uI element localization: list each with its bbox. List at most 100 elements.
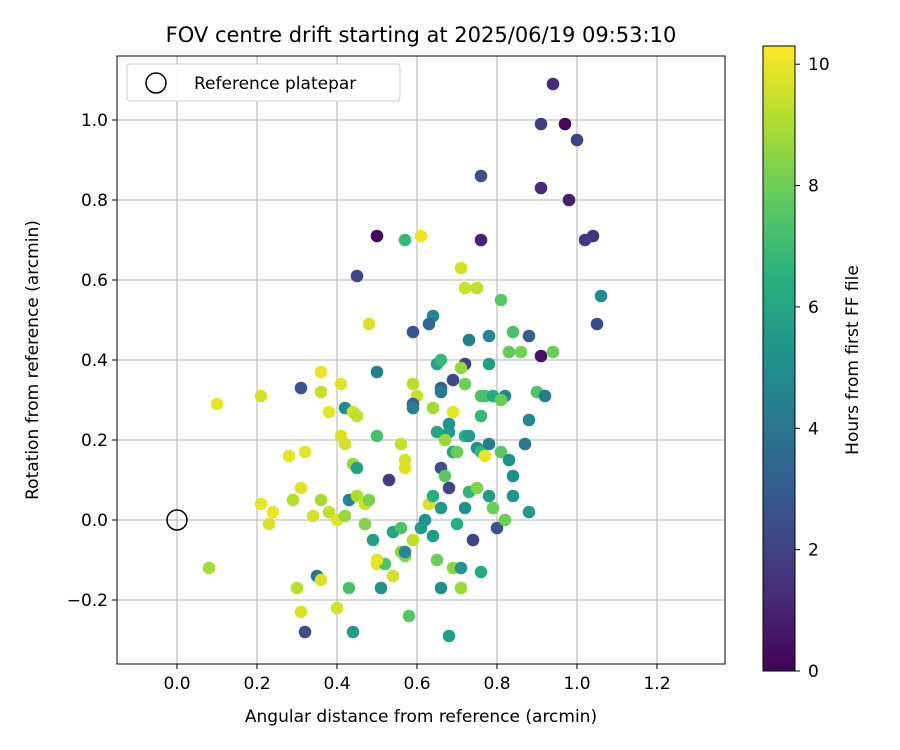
scatter-point <box>262 517 276 531</box>
scatter-point <box>594 289 608 303</box>
scatter-point <box>350 269 364 283</box>
x-tick-label: 0.6 <box>403 674 430 694</box>
scatter-point <box>286 493 300 507</box>
scatter-point <box>482 357 496 371</box>
scatter-point <box>462 429 476 443</box>
scatter-point <box>370 365 384 379</box>
colorbar-tick-label: 10 <box>808 55 830 75</box>
colorbar-tick-label: 4 <box>808 419 819 439</box>
scatter-point <box>294 605 308 619</box>
scatter-point <box>454 581 468 595</box>
scatter-point <box>506 489 520 503</box>
scatter-point <box>490 521 504 535</box>
scatter-point <box>254 389 268 403</box>
chart-title: FOV centre drift starting at 2025/06/19 … <box>166 23 677 47</box>
y-tick-label: −0.2 <box>67 591 108 611</box>
scatter-point <box>334 377 348 391</box>
scatter-point <box>558 117 572 131</box>
scatter-point <box>486 501 500 515</box>
scatter-point <box>266 505 280 519</box>
scatter-point <box>338 509 352 523</box>
scatter-point <box>314 365 328 379</box>
legend: Reference platepar <box>126 63 401 102</box>
scatter-point <box>350 461 364 475</box>
scatter-point <box>562 193 576 207</box>
colorbar-ticks: 0 2 4 6 8 10 <box>795 55 830 682</box>
y-tick-label: 0.4 <box>81 351 108 371</box>
scatter-point <box>406 401 420 415</box>
scatter-point <box>498 513 512 527</box>
scatter-point <box>398 233 412 247</box>
scatter-point <box>430 553 444 567</box>
x-tick-label: 0.8 <box>483 674 510 694</box>
scatter-point <box>518 437 532 451</box>
scatter-point <box>506 469 520 483</box>
scatter-point <box>446 373 460 387</box>
scatter-point <box>538 389 552 403</box>
scatter-point <box>450 517 464 531</box>
scatter-point <box>446 405 460 419</box>
scatter-point <box>438 433 452 447</box>
scatter-point <box>374 581 388 595</box>
scatter-point <box>462 333 476 347</box>
scatter-point <box>398 461 412 475</box>
y-tick-label: 1.0 <box>81 111 108 131</box>
colorbar-label: Hours from first FF file <box>843 265 863 455</box>
scatter-point <box>426 401 440 415</box>
scatter-point <box>470 281 484 295</box>
scatter-point <box>522 505 536 519</box>
scatter-point <box>350 409 364 423</box>
y-tick-label: 0.8 <box>81 191 108 211</box>
scatter-point <box>338 437 352 451</box>
scatter-point <box>370 229 384 243</box>
scatter-point <box>294 481 308 495</box>
data-points <box>202 77 608 643</box>
scatter-point <box>534 349 548 363</box>
x-tick-label: 1.2 <box>643 674 670 694</box>
scatter-point <box>578 233 592 247</box>
y-tick-label: 0.2 <box>81 431 108 451</box>
scatter-point <box>418 513 432 527</box>
scatter-point <box>210 397 224 411</box>
scatter-point <box>502 453 516 467</box>
x-tick-label: 1.0 <box>563 674 590 694</box>
scatter-point <box>570 133 584 147</box>
scatter-point <box>398 545 412 559</box>
scatter-point <box>322 505 336 519</box>
y-axis-label: Rotation from reference (arcmin) <box>23 220 43 500</box>
legend-marker <box>145 72 167 94</box>
scatter-point <box>522 329 536 343</box>
scatter-point <box>458 377 472 391</box>
scatter-point <box>346 625 360 639</box>
scatter-point <box>458 501 472 515</box>
grid-lines <box>117 56 725 664</box>
colorbar-tick-label: 2 <box>808 541 819 561</box>
scatter-point <box>514 345 528 359</box>
scatter-point <box>494 393 508 407</box>
scatter-point <box>202 561 216 575</box>
scatter-point <box>294 381 308 395</box>
scatter-point <box>522 413 536 427</box>
scatter-point <box>482 329 496 343</box>
scatter-point <box>362 317 376 331</box>
scatter-point <box>426 529 440 543</box>
scatter-point <box>350 489 364 503</box>
scatter-point <box>474 565 488 579</box>
scatter-point <box>466 533 480 547</box>
scatter-point <box>494 293 508 307</box>
scatter-point <box>386 569 400 583</box>
y-tick-label: 0.0 <box>81 511 108 531</box>
scatter-point <box>314 573 328 587</box>
scatter-point <box>370 429 384 443</box>
x-axis-label: Angular distance from reference (arcmin) <box>245 707 597 727</box>
scatter-point <box>482 489 496 503</box>
scatter-point <box>330 601 344 615</box>
scatter-point <box>298 445 312 459</box>
scatter-point <box>474 409 488 423</box>
scatter-point <box>290 581 304 595</box>
scatter-point <box>430 425 444 439</box>
legend-box <box>126 63 401 102</box>
scatter-point <box>506 325 520 339</box>
scatter-point <box>406 325 420 339</box>
scatter-point <box>546 345 560 359</box>
